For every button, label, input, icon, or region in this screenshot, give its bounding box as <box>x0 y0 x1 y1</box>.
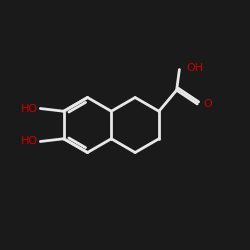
Text: OH: OH <box>186 63 204 73</box>
Text: HO: HO <box>21 136 38 146</box>
Text: HO: HO <box>21 104 38 114</box>
Text: O: O <box>204 99 212 109</box>
